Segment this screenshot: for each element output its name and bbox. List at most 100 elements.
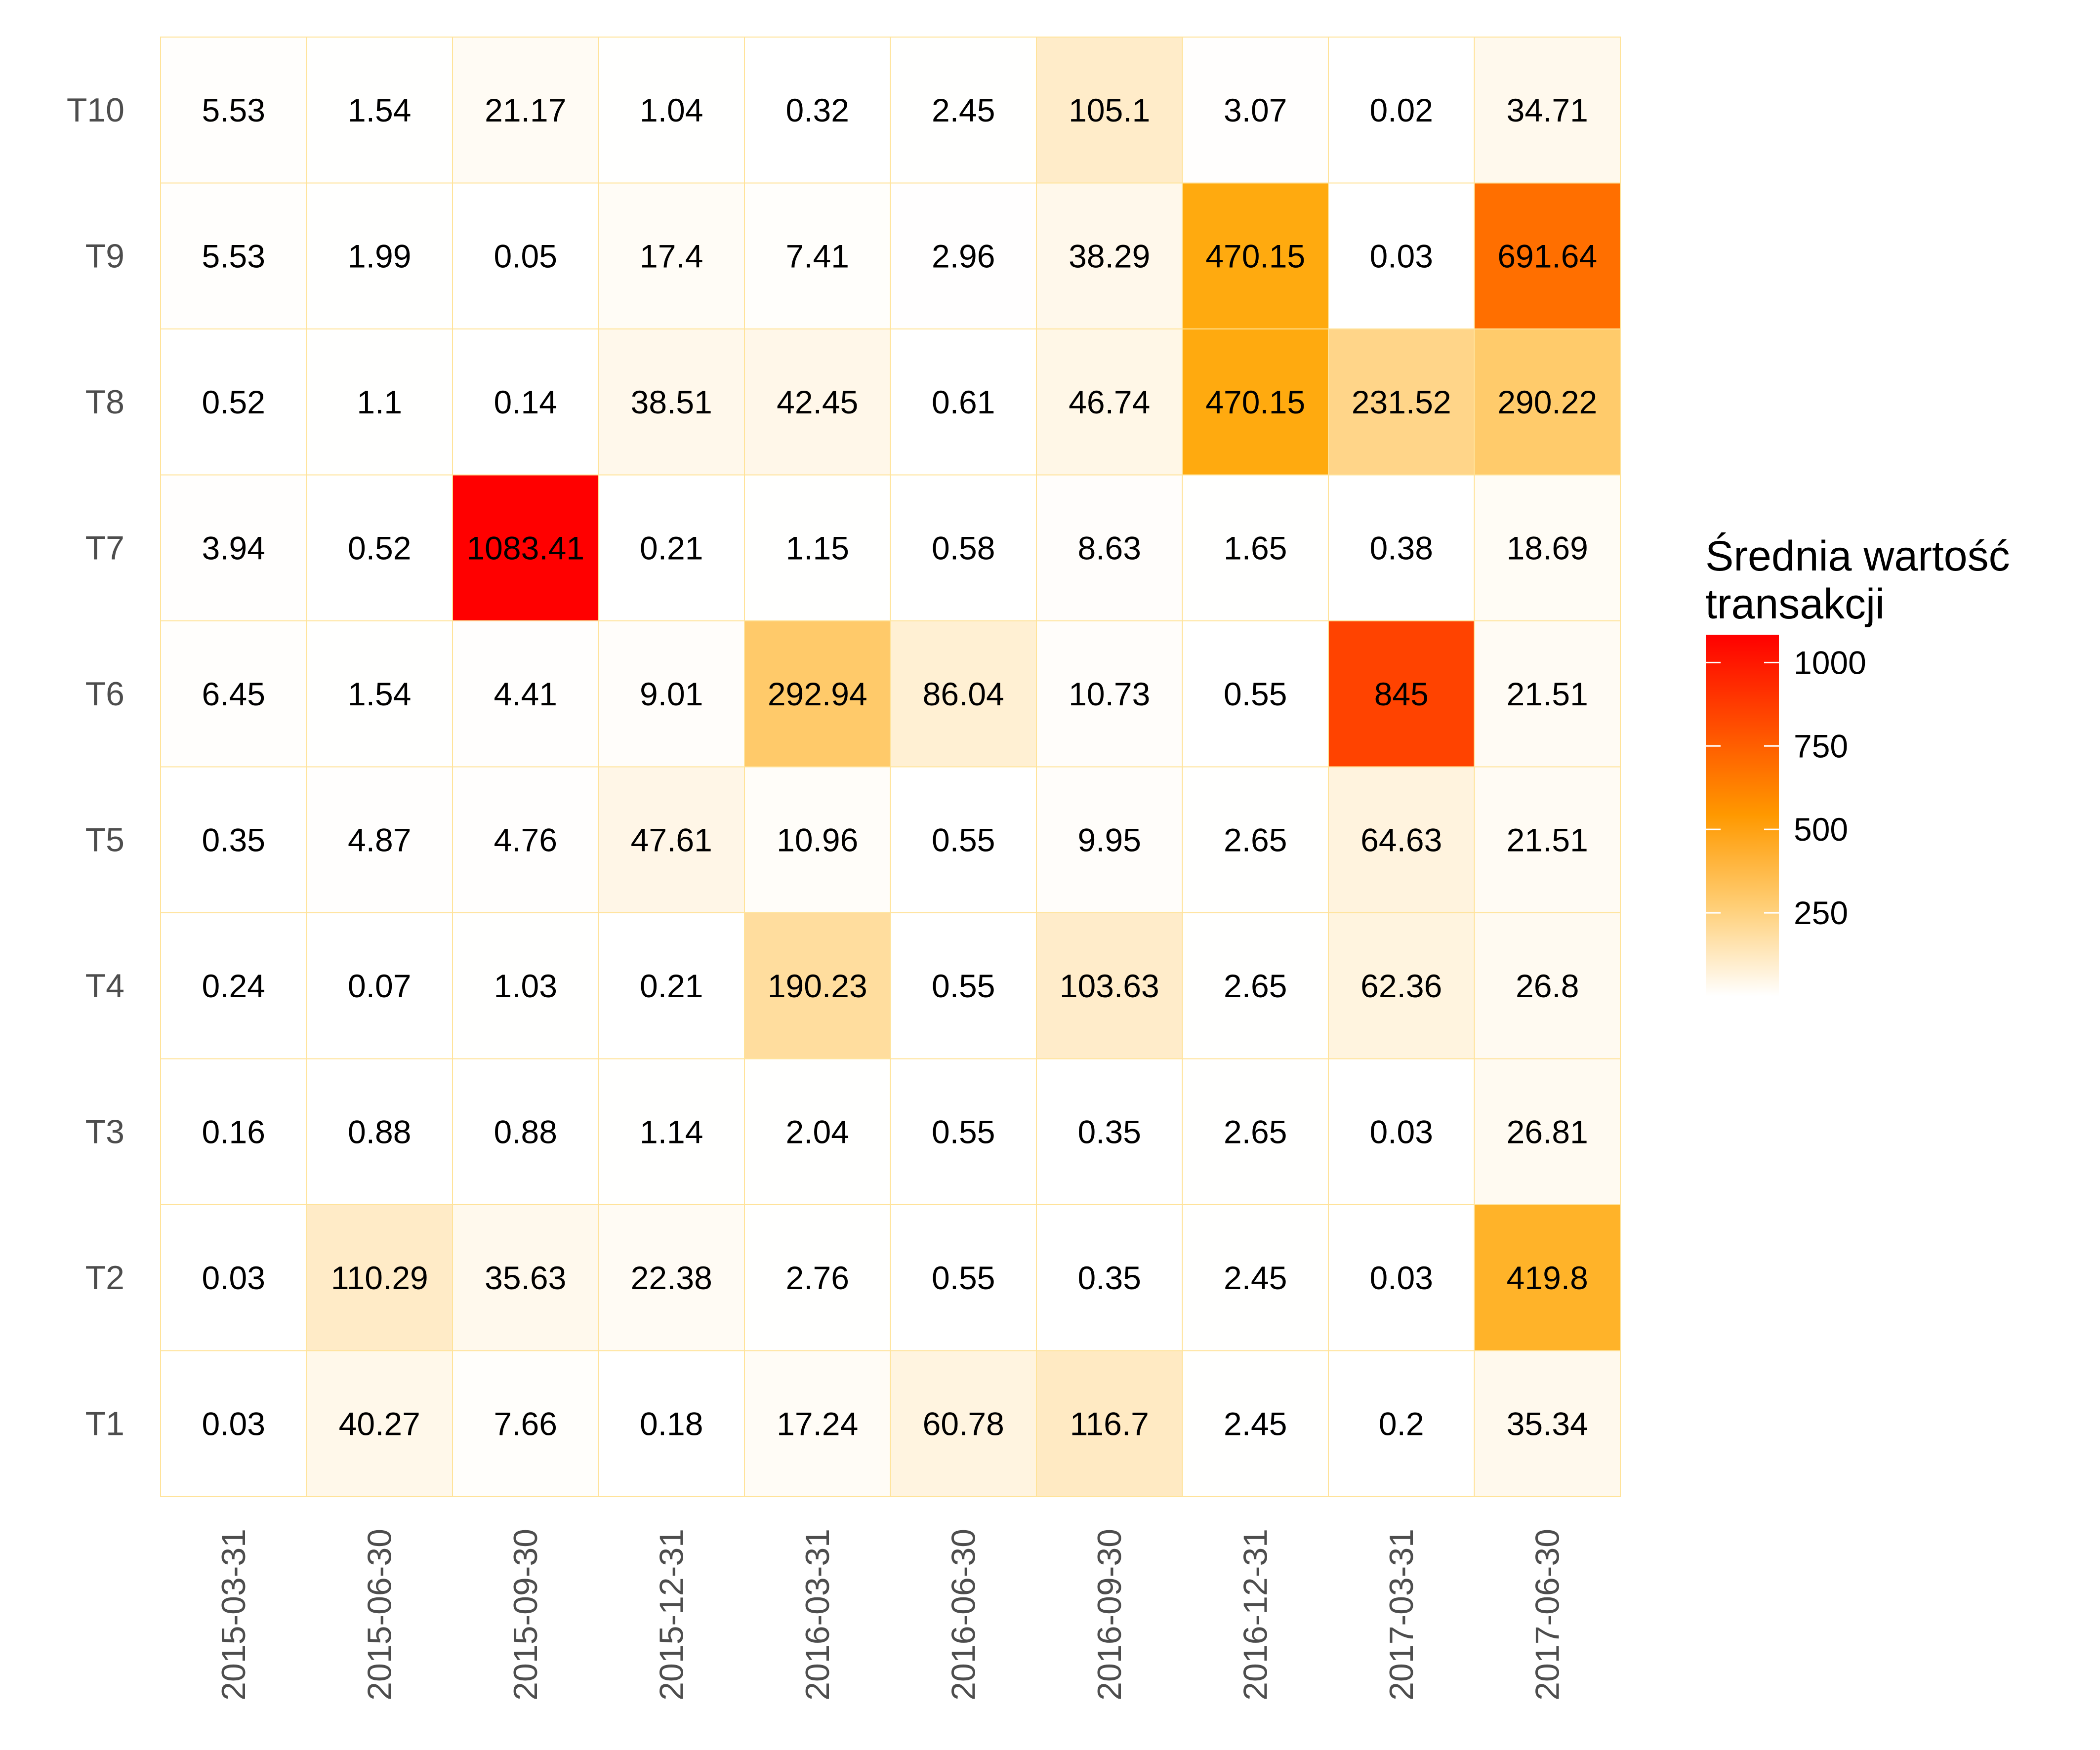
cell-value-label: 42.45	[777, 384, 858, 420]
heatmap-cell	[1036, 766, 1183, 913]
cell-value-label: 0.52	[348, 529, 411, 566]
cell-value-label: 4.76	[494, 821, 557, 858]
cell-value-label: 38.51	[631, 384, 712, 420]
heatmap-cell	[160, 474, 307, 621]
cell-value-label: 190.23	[768, 968, 867, 1004]
heatmap-cell	[890, 1350, 1037, 1497]
cell-value-label: 3.07	[1224, 92, 1287, 128]
cell-value-label: 21.51	[1507, 821, 1588, 858]
y-tick-label: T7	[85, 529, 124, 567]
x-axis-tick-labels: 2015-03-31 2015-06-30 2015-09-30 2015-12-31…	[215, 1529, 1566, 1701]
heatmap-cell	[1182, 1204, 1329, 1351]
cell-value-label: 34.71	[1507, 92, 1588, 128]
heatmap-cell	[598, 474, 745, 621]
heatmap-cell	[1474, 328, 1621, 476]
legend-color-bar	[1706, 635, 1779, 996]
cell-value-label: 1.15	[786, 529, 849, 566]
heatmap-cell	[744, 1058, 891, 1205]
cell-value-label: 0.02	[1370, 92, 1433, 128]
heatmap-cell	[1182, 1350, 1329, 1497]
heatmap-cell	[598, 1350, 745, 1497]
cell-value-label: 6.45	[202, 676, 265, 712]
heatmap-cell	[306, 912, 453, 1059]
cell-value-label: 35.34	[1507, 1405, 1588, 1442]
cell-value-label: 0.03	[202, 1260, 265, 1296]
heatmap-cell	[160, 1204, 307, 1351]
cell-value-label: 0.03	[1370, 238, 1433, 274]
heatmap-cell	[452, 37, 599, 184]
cell-value-label: 2.04	[786, 1113, 849, 1150]
cell-value-label: 0.55	[932, 968, 995, 1004]
cell-value-label: 4.87	[348, 821, 411, 858]
heatmap-cell	[1328, 620, 1475, 768]
heatmap-cell	[744, 766, 891, 913]
legend-tick-label: 1000	[1794, 644, 1866, 681]
heatmap-cell	[1328, 766, 1475, 913]
x-tick-label: 2017-06-30	[1528, 1529, 1566, 1701]
heatmap-cell	[1182, 182, 1329, 329]
heatmap-cell	[160, 766, 307, 913]
y-axis-tick-labels: T10 T9 T8 T7 T6 T5 T4 T3 T2 T1	[67, 91, 124, 1443]
y-tick-label: T4	[85, 967, 124, 1005]
cell-value-label: 2.45	[1224, 1260, 1287, 1296]
cell-value-label: 26.81	[1507, 1113, 1588, 1150]
x-tick-label: 2016-09-30	[1091, 1529, 1128, 1701]
cell-value-label: 38.29	[1069, 238, 1150, 274]
cell-value-label: 0.88	[494, 1113, 557, 1150]
heatmap-cell	[1036, 1350, 1183, 1497]
heatmap-cell	[744, 37, 891, 184]
heatmap-cell	[1474, 37, 1621, 184]
cell-value-label: 0.52	[202, 384, 265, 420]
heatmap-cell	[1182, 328, 1329, 476]
heatmap-cell	[306, 1350, 453, 1497]
heatmap-cell	[1474, 474, 1621, 621]
cell-value-label: 110.29	[331, 1260, 428, 1296]
cell-value-label: 0.55	[932, 1113, 995, 1150]
heatmap-cell	[1474, 1350, 1621, 1497]
cell-value-label: 0.88	[348, 1113, 411, 1150]
cell-value-label: 10.96	[777, 821, 858, 858]
legend-tick-label: 250	[1794, 895, 1848, 931]
heatmap-cell	[890, 1058, 1037, 1205]
cell-value-label: 0.21	[640, 968, 703, 1004]
heatmap-cell	[1474, 1204, 1621, 1351]
heatmap-cell	[1036, 328, 1183, 476]
heatmap-cell	[1036, 37, 1183, 184]
cell-value-label: 2.65	[1224, 968, 1287, 1004]
cell-value-label: 22.38	[631, 1260, 712, 1296]
cell-value-label: 1.99	[348, 238, 411, 274]
cell-value-label: 0.16	[202, 1113, 265, 1150]
y-tick-label: T8	[85, 383, 124, 421]
cell-value-label: 1.04	[640, 92, 703, 128]
heatmap-cell	[306, 1058, 453, 1205]
heatmap-cell	[306, 620, 453, 768]
heatmap-cell	[890, 182, 1037, 329]
cell-value-label: 9.95	[1078, 821, 1141, 858]
heatmap-cell	[1328, 912, 1475, 1059]
heatmap-cell	[744, 1204, 891, 1351]
heatmap-cell	[744, 620, 891, 768]
cell-value-label: 5.53	[202, 238, 265, 274]
heatmap-cell	[598, 1058, 745, 1205]
heatmap-cell	[890, 474, 1037, 621]
cell-value-label: 9.01	[640, 676, 703, 712]
cell-value-label: 18.69	[1507, 529, 1588, 566]
cell-value-label: 1.54	[348, 676, 411, 712]
cell-value-label: 0.55	[932, 1260, 995, 1296]
cell-value-label: 0.55	[1224, 676, 1287, 712]
heatmap-cell	[1328, 474, 1475, 621]
heatmap-cell	[1036, 620, 1183, 768]
legend-tick-label: 500	[1794, 811, 1848, 848]
heatmap-cell	[1182, 37, 1329, 184]
cell-value-label: 1083.41	[466, 529, 584, 566]
heatmap-cell	[598, 620, 745, 768]
cell-value-label: 17.4	[640, 238, 703, 274]
heatmap-cell	[160, 37, 307, 184]
heatmap-cell	[306, 1204, 453, 1351]
cell-value-label: 0.21	[640, 529, 703, 566]
heatmap-cell	[744, 474, 891, 621]
heatmap-cell	[1474, 912, 1621, 1059]
cell-value-label: 40.27	[339, 1405, 420, 1442]
heatmap-cell	[1328, 1058, 1475, 1205]
cell-value-label: 2.45	[932, 92, 995, 128]
